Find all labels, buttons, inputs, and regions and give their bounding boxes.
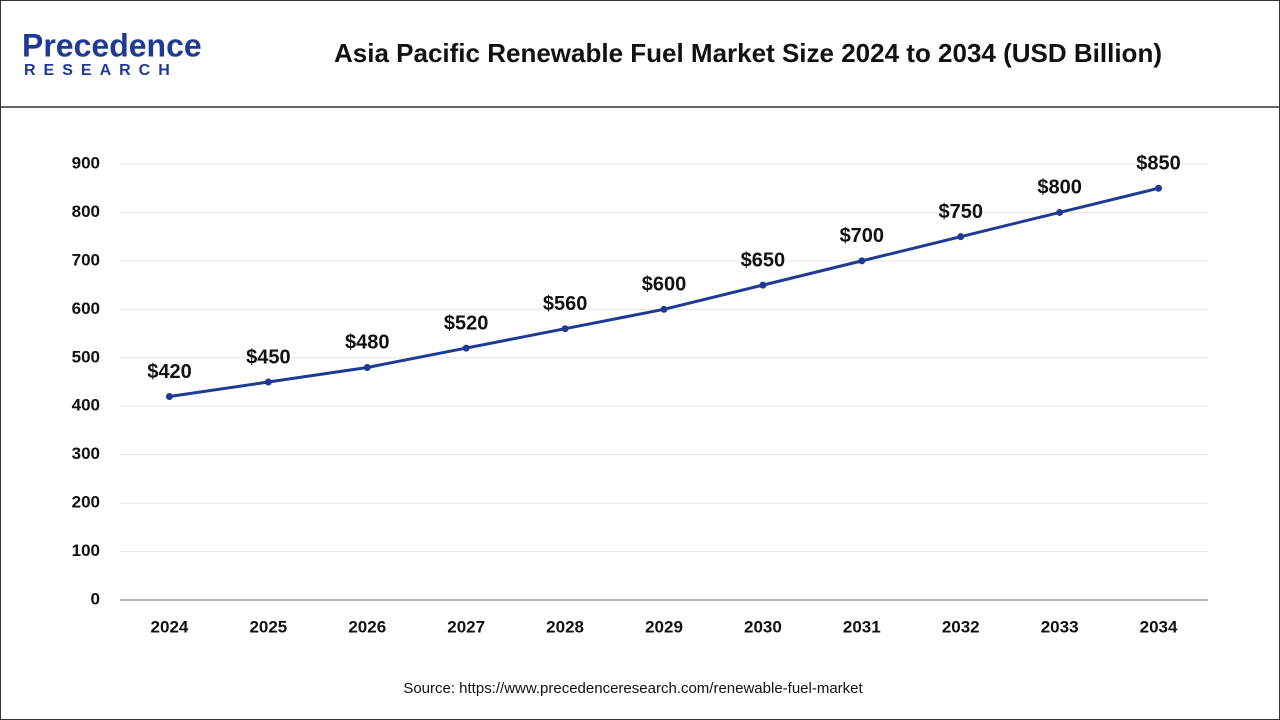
x-tick-label: 2030	[744, 617, 782, 636]
x-tick-label: 2027	[447, 617, 485, 636]
logo-name: Precedence	[22, 27, 202, 63]
data-label: $420	[147, 361, 192, 383]
y-tick-label: 600	[72, 299, 100, 318]
x-tick-label: 2028	[546, 617, 584, 636]
y-tick-label: 700	[72, 250, 100, 269]
y-tick-label: 500	[72, 347, 100, 366]
data-point	[264, 378, 272, 386]
data-point	[858, 257, 866, 265]
data-label: $520	[444, 312, 489, 334]
x-tick-label: 2032	[942, 617, 980, 636]
x-tick-label: 2034	[1140, 617, 1178, 636]
y-tick-label: 400	[72, 396, 100, 415]
y-tick-label: 100	[72, 541, 100, 560]
data-point	[759, 281, 767, 289]
data-label: $600	[642, 274, 687, 296]
data-label: $750	[938, 201, 983, 223]
x-tick-label: 2029	[645, 617, 683, 636]
y-tick-label: 900	[72, 153, 100, 172]
data-label: $850	[1136, 153, 1181, 175]
x-tick-label: 2031	[843, 617, 881, 636]
y-tick-label: 800	[72, 202, 100, 221]
data-point	[462, 344, 470, 352]
data-point	[561, 325, 569, 333]
data-point	[1155, 184, 1163, 192]
x-tick-label: 2033	[1041, 617, 1079, 636]
logo-tagline: RESEARCH	[24, 62, 178, 79]
y-tick-label: 200	[72, 493, 100, 512]
data-point	[957, 233, 965, 241]
y-tick-label: 0	[91, 589, 100, 608]
data-point	[1056, 208, 1064, 216]
data-point	[165, 393, 173, 401]
data-label: $560	[543, 293, 588, 315]
data-point	[363, 363, 371, 371]
data-label: $700	[840, 225, 885, 247]
y-tick-label: 300	[72, 444, 100, 463]
data-point	[660, 305, 668, 313]
x-tick-label: 2024	[151, 617, 189, 636]
x-tick-label: 2025	[249, 617, 287, 636]
x-tick-label: 2026	[348, 617, 386, 636]
data-label: $480	[345, 332, 390, 354]
source: Source: https://www.precedenceresearch.c…	[403, 680, 863, 697]
data-label: $800	[1037, 177, 1082, 199]
data-label: $650	[741, 249, 786, 271]
chart-title: Asia Pacific Renewable Fuel Market Size …	[334, 38, 1162, 68]
data-label: $450	[246, 346, 291, 368]
